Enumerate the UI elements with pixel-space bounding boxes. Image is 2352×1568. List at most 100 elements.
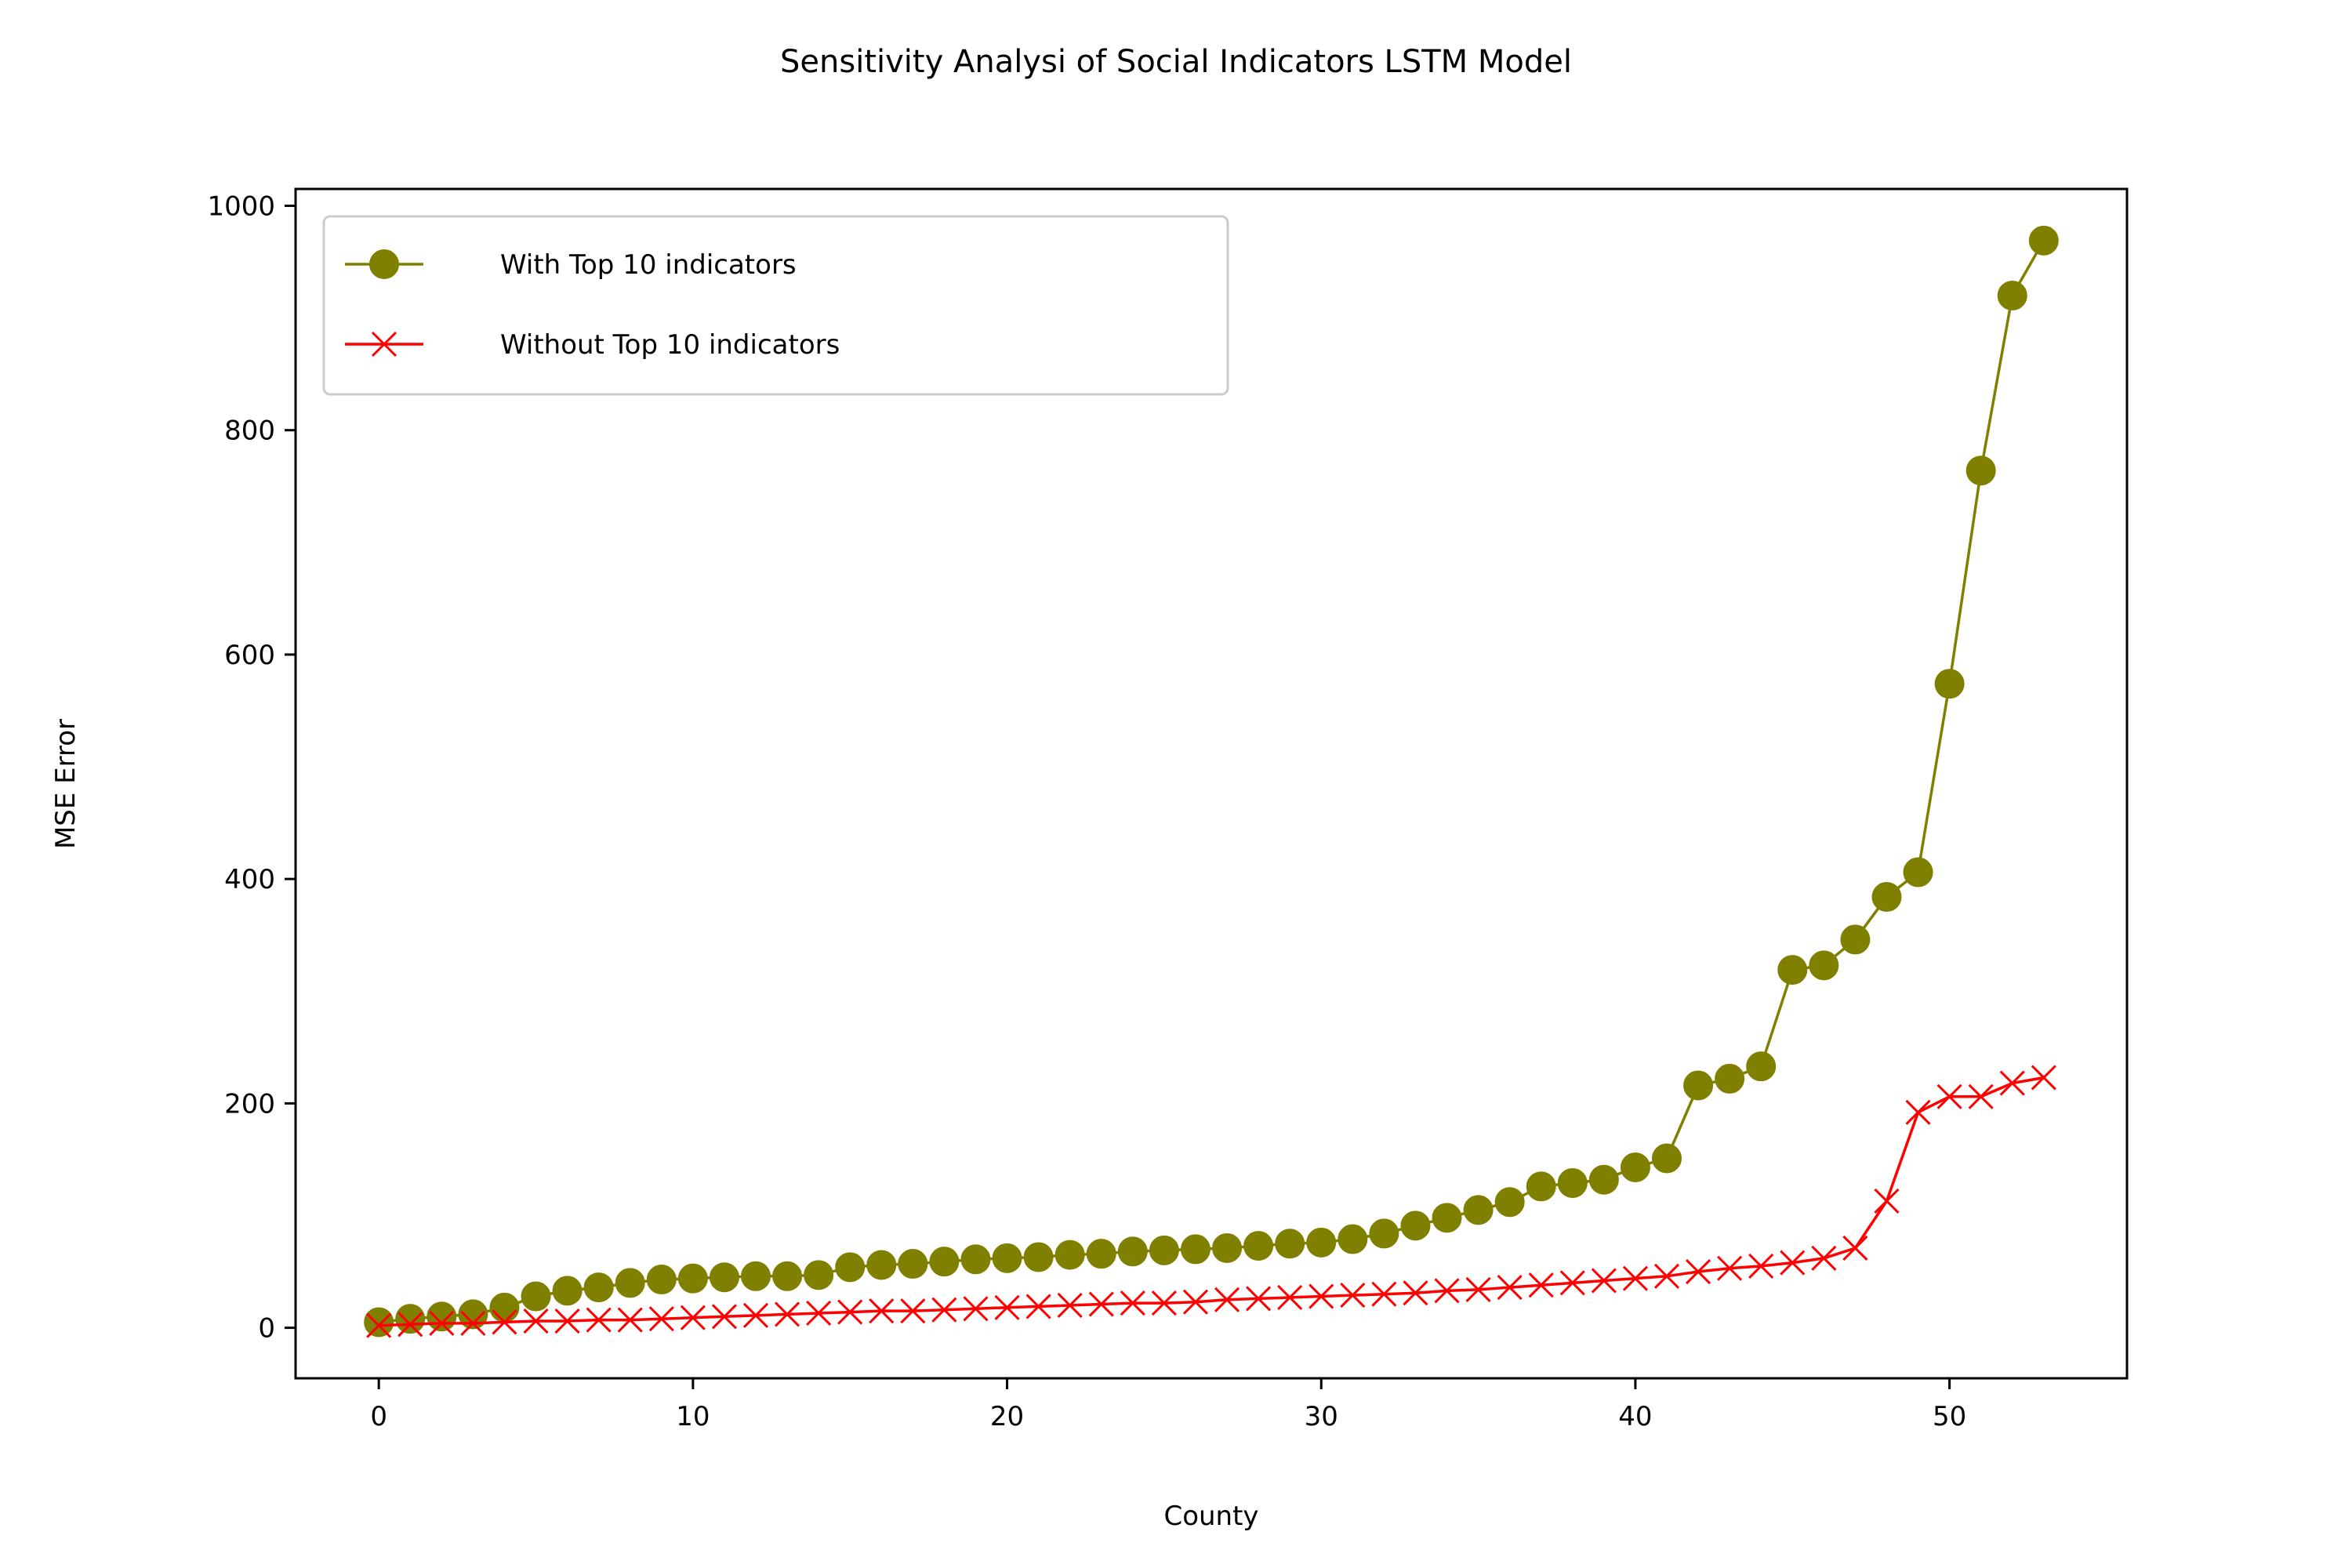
data-point	[1308, 1283, 1334, 1309]
y-tick-label: 600	[224, 640, 275, 671]
data-point-stroke	[1057, 1292, 1083, 1319]
data-point-stroke	[1717, 1255, 1743, 1281]
data-point-stroke	[1308, 1283, 1334, 1309]
data-point	[1811, 1245, 1837, 1271]
x-axis-label: County	[1163, 1501, 1258, 1532]
data-point-stroke	[806, 1300, 832, 1327]
data-point	[2028, 225, 2059, 256]
plot-area	[364, 225, 2059, 1338]
legend-label: With Top 10 indicators	[500, 249, 797, 281]
y-tick-label: 1000	[207, 191, 275, 222]
data-point-stroke	[371, 331, 397, 358]
x-tick-label: 30	[1305, 1401, 1338, 1432]
data-point	[1306, 1227, 1337, 1258]
series-with-top-10	[364, 225, 2059, 1338]
data-point-stroke	[1591, 1268, 1617, 1294]
data-point	[1117, 1236, 1148, 1267]
data-point	[1559, 1270, 1585, 1296]
data-point	[1400, 1210, 1431, 1241]
data-point	[1054, 1240, 1085, 1270]
x-tick-label: 20	[990, 1401, 1024, 1432]
data-point	[2031, 1065, 2056, 1091]
data-point-stroke	[1528, 1272, 1554, 1298]
x-tick-label: 0	[370, 1401, 387, 1432]
data-point	[395, 1304, 426, 1334]
data-point-stroke	[397, 1312, 423, 1338]
data-point	[1903, 857, 1933, 887]
data-point	[1840, 924, 1871, 955]
data-point	[1120, 1290, 1145, 1316]
data-point	[1997, 280, 2027, 310]
data-point-stroke	[994, 1294, 1020, 1320]
data-point-stroke	[1905, 1099, 1931, 1125]
data-point	[364, 1307, 394, 1338]
data-point	[1432, 1203, 1462, 1233]
data-point	[583, 1272, 614, 1303]
data-point-stroke	[429, 1310, 455, 1336]
data-point	[929, 1247, 960, 1277]
data-point-stroke	[1842, 1235, 1868, 1261]
data-point-stroke	[1811, 1245, 1837, 1271]
data-point-stroke	[1497, 1275, 1523, 1301]
data-point	[429, 1310, 455, 1336]
data-point	[1842, 1235, 1868, 1261]
y-tick-label: 200	[224, 1088, 275, 1120]
data-point	[369, 249, 399, 279]
data-point	[741, 1261, 771, 1291]
data-point	[1871, 882, 1902, 913]
data-point	[1717, 1255, 1743, 1281]
data-point	[1526, 1171, 1556, 1202]
data-point-stroke	[460, 1310, 486, 1336]
data-point	[648, 1306, 674, 1332]
data-point-stroke	[617, 1307, 643, 1333]
data-point	[1497, 1275, 1523, 1301]
chart-title: Sensitivity Analysi of Social Indicators…	[780, 44, 1572, 80]
data-point-stroke	[1151, 1290, 1177, 1316]
series-without-top-10	[366, 1065, 2056, 1338]
data-point-stroke	[586, 1307, 612, 1333]
data-point	[1936, 1083, 1962, 1109]
data-point	[1968, 1083, 1994, 1109]
data-point-stroke	[837, 1299, 863, 1325]
data-point	[900, 1298, 926, 1324]
data-point	[1905, 1099, 1931, 1125]
data-point	[806, 1300, 832, 1327]
data-point	[1874, 1188, 1900, 1214]
data-point-stroke	[931, 1297, 957, 1323]
legend-label: Without Top 10 indicators	[500, 329, 840, 361]
data-point	[1620, 1152, 1650, 1182]
data-point	[460, 1310, 486, 1336]
data-point	[898, 1249, 928, 1279]
data-point	[1275, 1229, 1305, 1259]
data-point-stroke	[1748, 1253, 1774, 1279]
data-point	[1369, 1218, 1399, 1249]
data-point	[1023, 1242, 1054, 1272]
data-point-stroke	[2031, 1065, 2056, 1091]
data-point-stroke	[1999, 1070, 2025, 1096]
data-point-stroke	[1182, 1289, 1209, 1315]
data-point-stroke	[1434, 1278, 1460, 1304]
series-line	[379, 1076, 2045, 1327]
data-point	[866, 1250, 897, 1280]
data-point	[1212, 1232, 1243, 1263]
data-point-stroke	[1088, 1291, 1114, 1317]
data-point-stroke	[1277, 1284, 1303, 1311]
data-point	[1715, 1063, 1745, 1094]
data-point	[1780, 1250, 1806, 1276]
data-point	[489, 1292, 520, 1323]
data-point	[804, 1260, 834, 1290]
data-point	[994, 1294, 1020, 1320]
data-point	[1277, 1284, 1303, 1311]
data-point-stroke	[1653, 1263, 1680, 1289]
data-point-stroke	[1780, 1250, 1806, 1276]
data-point	[1588, 1164, 1619, 1195]
data-point	[1494, 1187, 1525, 1218]
data-point-stroke	[1686, 1258, 1711, 1285]
data-point-stroke	[1340, 1283, 1366, 1308]
data-point	[521, 1281, 551, 1312]
data-point	[552, 1276, 583, 1306]
data-point	[1777, 955, 1808, 985]
data-point	[366, 1312, 392, 1338]
